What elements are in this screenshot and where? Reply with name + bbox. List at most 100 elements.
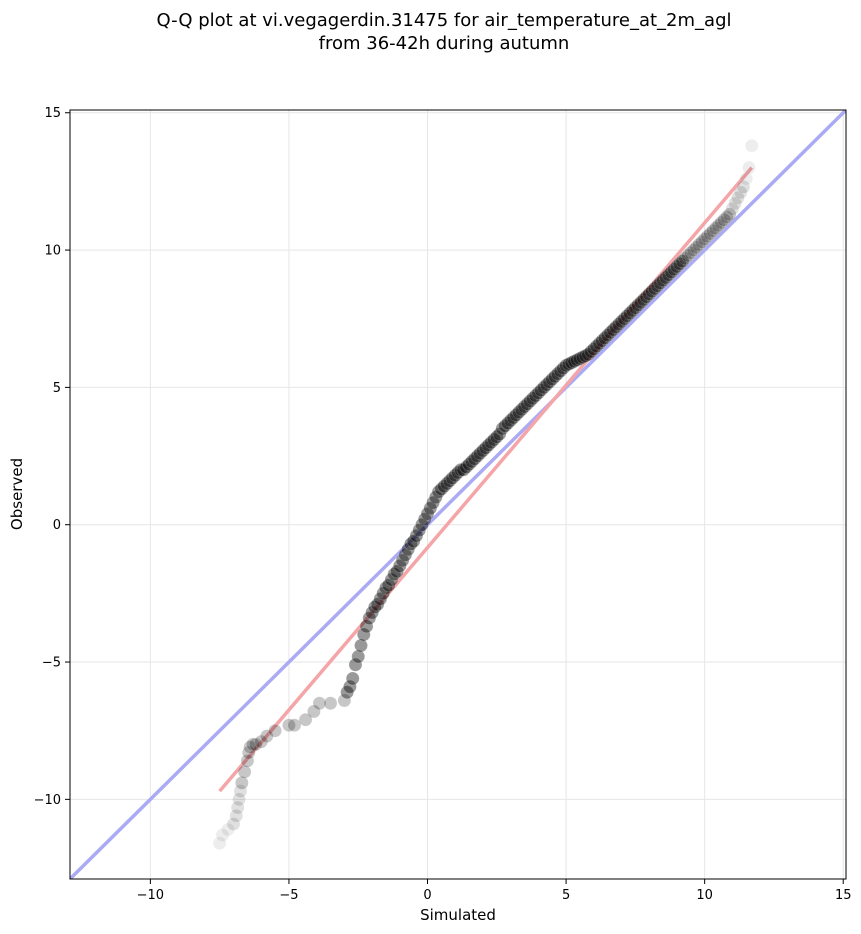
data-point bbox=[526, 391, 540, 406]
data-point bbox=[212, 836, 227, 851]
x-axis-ticks: −10 −5 0 5 10 15 bbox=[137, 879, 852, 903]
data-point bbox=[451, 465, 465, 480]
data-point bbox=[503, 413, 518, 428]
data-point bbox=[232, 792, 246, 807]
data-point bbox=[343, 679, 357, 694]
data-point bbox=[717, 213, 731, 227]
data-point bbox=[420, 506, 435, 521]
data-point bbox=[564, 355, 579, 370]
data-point bbox=[406, 534, 421, 548]
data-point bbox=[517, 399, 532, 414]
data-point bbox=[337, 693, 352, 708]
data-point bbox=[345, 671, 360, 686]
data-point bbox=[417, 512, 432, 527]
data-point bbox=[617, 311, 632, 326]
data-point bbox=[470, 449, 485, 463]
data-point bbox=[268, 723, 282, 738]
data-point bbox=[670, 259, 684, 274]
data-point bbox=[384, 572, 399, 587]
data-point bbox=[233, 784, 248, 798]
data-point bbox=[706, 224, 720, 238]
data-point bbox=[221, 822, 235, 837]
data-point bbox=[498, 419, 512, 433]
data-point bbox=[661, 267, 676, 282]
data-point bbox=[728, 196, 742, 211]
y-tick-label: 15 bbox=[44, 106, 61, 121]
chart-title-line-1: Q-Q plot at vi.vegagerdin.31475 for air_… bbox=[157, 10, 732, 31]
data-point bbox=[531, 386, 546, 400]
data-point bbox=[401, 542, 415, 557]
data-point bbox=[611, 317, 626, 332]
x-tick-label: −5 bbox=[279, 888, 298, 903]
data-point bbox=[501, 416, 515, 430]
data-point bbox=[423, 501, 438, 516]
y-tick-label: 5 bbox=[53, 381, 61, 396]
data-point bbox=[692, 237, 706, 252]
data-point bbox=[664, 265, 679, 279]
data-point bbox=[537, 380, 551, 395]
data-point bbox=[573, 351, 587, 366]
data-point bbox=[282, 718, 296, 733]
data-point bbox=[675, 254, 690, 268]
data-point bbox=[606, 322, 621, 337]
data-point bbox=[395, 553, 410, 568]
data-point bbox=[631, 298, 645, 312]
data-point bbox=[523, 394, 537, 408]
data-point bbox=[440, 476, 454, 491]
y-axis-ticks: −10 −5 0 5 10 15 bbox=[34, 106, 70, 808]
data-point bbox=[678, 251, 693, 266]
data-point bbox=[567, 354, 582, 369]
data-point bbox=[248, 737, 263, 752]
data-point bbox=[254, 734, 269, 749]
data-point bbox=[237, 765, 252, 779]
data-point bbox=[545, 372, 560, 386]
data-point bbox=[467, 451, 482, 466]
data-point bbox=[465, 454, 479, 469]
fit-line bbox=[218, 166, 754, 793]
data-point bbox=[595, 333, 609, 348]
data-point bbox=[241, 745, 256, 760]
data-point bbox=[642, 287, 657, 301]
data-point bbox=[570, 353, 584, 367]
reference-lines bbox=[70, 110, 846, 879]
data-point bbox=[636, 292, 651, 307]
data-point bbox=[628, 300, 643, 315]
data-point bbox=[484, 435, 499, 450]
data-point bbox=[592, 336, 607, 351]
data-point bbox=[548, 369, 562, 384]
data-point bbox=[379, 581, 393, 595]
data-point bbox=[514, 402, 529, 417]
data-point bbox=[539, 377, 554, 392]
data-point bbox=[653, 276, 668, 290]
data-point bbox=[487, 432, 501, 447]
x-tick-label: 0 bbox=[423, 888, 431, 903]
data-point bbox=[744, 138, 759, 153]
data-point bbox=[462, 457, 476, 472]
data-point bbox=[390, 564, 404, 579]
data-point bbox=[354, 638, 368, 653]
data-point bbox=[506, 410, 521, 425]
data-point bbox=[695, 235, 709, 249]
chart-title-line-2: from 36-42h during autumn bbox=[319, 33, 570, 54]
data-point bbox=[445, 471, 460, 485]
data-point bbox=[645, 284, 659, 299]
data-point bbox=[365, 605, 379, 620]
data-point bbox=[370, 597, 385, 612]
data-point bbox=[598, 331, 612, 345]
data-point bbox=[398, 548, 413, 562]
data-point bbox=[714, 215, 729, 230]
data-point bbox=[437, 479, 451, 494]
data-point bbox=[736, 180, 751, 194]
data-point bbox=[376, 586, 390, 601]
data-point bbox=[703, 226, 718, 241]
data-point bbox=[742, 160, 756, 175]
data-point bbox=[656, 273, 670, 288]
data-point bbox=[246, 737, 260, 752]
data-point bbox=[586, 342, 601, 356]
data-point bbox=[711, 218, 726, 233]
data-point bbox=[368, 600, 382, 614]
data-points bbox=[212, 138, 759, 851]
data-point bbox=[725, 202, 740, 216]
data-point bbox=[614, 314, 629, 329]
